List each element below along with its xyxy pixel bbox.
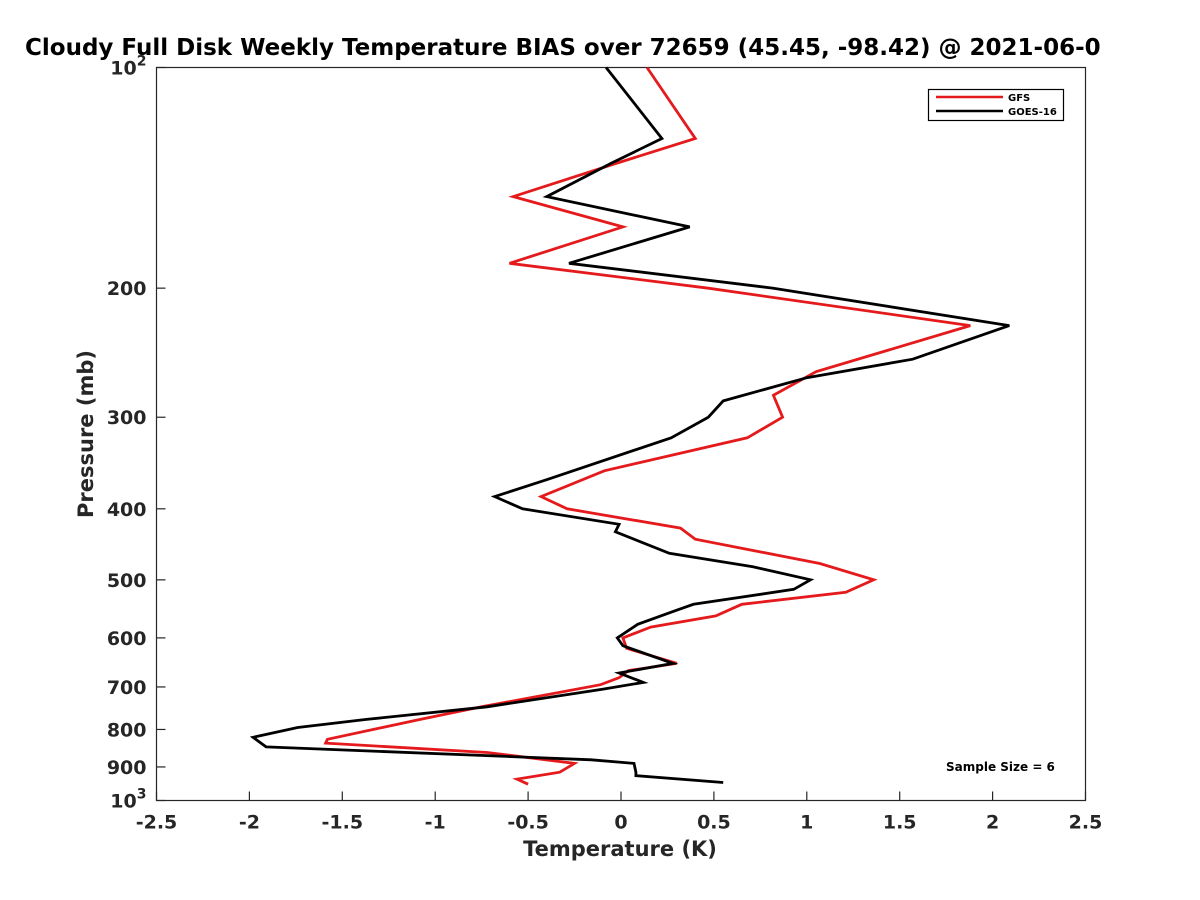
y-tick-label: 400 [107, 499, 147, 521]
x-tick-label: 2 [986, 812, 999, 834]
plot-area [155, 66, 1087, 802]
y-tick-label: 102 [110, 54, 146, 80]
legend-label-gfs: GFS [1008, 93, 1030, 104]
y-tick-label: 500 [107, 570, 147, 592]
x-axis-label: Temperature (K) [523, 837, 717, 861]
x-tick-label: -1 [425, 812, 446, 834]
sample-size-annotation: Sample Size = 6 [946, 760, 1055, 774]
y-axis-label: Pressure (mb) [74, 350, 98, 518]
y-axis: 102 200 300 400 500 600 700 800 900 103 [107, 54, 166, 813]
x-tick-label: 1 [800, 812, 813, 834]
chart-title: Cloudy Full Disk Weekly Temperature BIAS… [25, 35, 1101, 61]
x-tick-label: -1.5 [322, 812, 364, 834]
legend: GFS GOES-16 [927, 88, 1065, 122]
y-tick-label: 300 [107, 407, 147, 429]
y-tick-label: 103 [110, 787, 146, 813]
series-line-goes16 [249, 66, 1010, 784]
legend-box [927, 88, 1065, 122]
y-tick-label: 600 [107, 628, 147, 650]
series-line-gfs [323, 66, 971, 786]
x-axis: -2.5 -2 -1.5 -1 -0.5 0 0.5 1 1.5 2 2.5 [136, 791, 1103, 834]
x-tick-label: 1.5 [883, 812, 917, 834]
x-tick-label: 2.5 [1069, 812, 1103, 834]
legend-label-goes16: GOES-16 [1008, 107, 1057, 118]
x-tick-label: -2.5 [136, 812, 178, 834]
x-tick-label: -0.5 [507, 812, 549, 834]
y-tick-label: 200 [107, 278, 147, 300]
y-tick-label: 900 [107, 757, 147, 779]
x-tick-label: 0 [614, 812, 627, 834]
x-tick-label: -2 [239, 812, 260, 834]
x-tick-label: 0.5 [697, 812, 731, 834]
series-lines [249, 66, 1010, 786]
y-tick-label: 700 [107, 677, 147, 699]
y-tick-label: 800 [107, 719, 147, 741]
